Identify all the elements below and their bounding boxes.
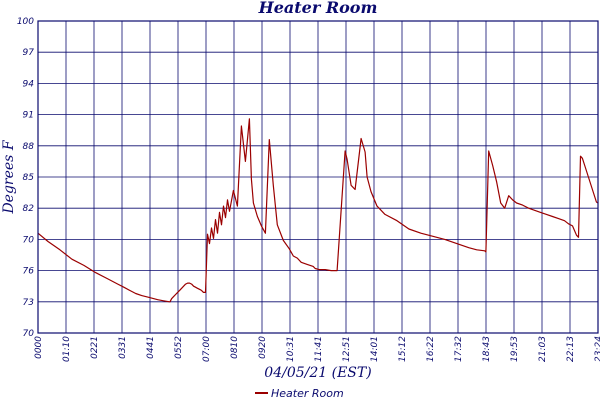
series-line-heater-room [37, 118, 599, 303]
y-tick-label: 85 [23, 173, 35, 183]
y-tick-label: 76 [23, 267, 35, 277]
x-tick-label: 17:32 [454, 336, 464, 362]
x-tick-label: 01:10 [62, 336, 72, 362]
chart-title: Heater Room [258, 0, 378, 17]
series-group [37, 118, 599, 303]
x-axis-ticks: 0000 01:10 0221 0331 0441 0552 07:00 0810 0920 10… [34, 336, 600, 362]
x-tick-label: 10:31 [286, 336, 296, 362]
x-tick-label: 0920 [258, 336, 268, 359]
y-tick-label: 88 [23, 142, 35, 152]
x-tick-label: 22:13 [566, 336, 576, 362]
x-tick-label: 0000 [34, 336, 44, 359]
x-tick-label: 23:24 [594, 336, 600, 362]
y-tick-label: 70 [23, 235, 35, 245]
x-axis-title: 04/05/21 (EST) [264, 365, 371, 381]
y-tick-label: 70 [23, 329, 35, 339]
y-tick-label: 97 [23, 48, 35, 58]
x-tick-label: 0441 [146, 336, 156, 359]
plot-border [37, 20, 599, 334]
x-tick-label: 12:51 [342, 336, 352, 362]
y-tick-label: 82 [23, 204, 35, 214]
legend: Heater Room [255, 387, 344, 400]
x-tick-label: 0221 [90, 336, 100, 359]
x-tick-label: 21:03 [538, 336, 548, 362]
x-tick-label: 0810 [230, 336, 240, 359]
y-tick-label: 94 [23, 79, 35, 89]
legend-label: Heater Room [271, 387, 344, 400]
x-tick-label: 0552 [174, 336, 184, 359]
y-tick-label: 73 [23, 298, 35, 308]
y-tick-label: 100 [17, 17, 34, 27]
x-tick-label: 0331 [118, 336, 128, 359]
y-axis-title: Degrees F [1, 139, 17, 214]
x-tick-label: 11:41 [314, 336, 324, 362]
x-tick-label: 19:53 [510, 336, 520, 362]
x-tick-label: 18:43 [482, 336, 492, 362]
y-tick-label: 91 [23, 111, 34, 121]
x-tick-label: 07:00 [202, 336, 212, 362]
x-tick-label: 14:01 [370, 336, 380, 362]
x-tick-label: 15:12 [398, 336, 408, 362]
y-axis-ticks: 70 73 76 70 82 85 88 91 94 97 100 [17, 17, 34, 339]
x-tick-label: 16:22 [426, 336, 436, 362]
